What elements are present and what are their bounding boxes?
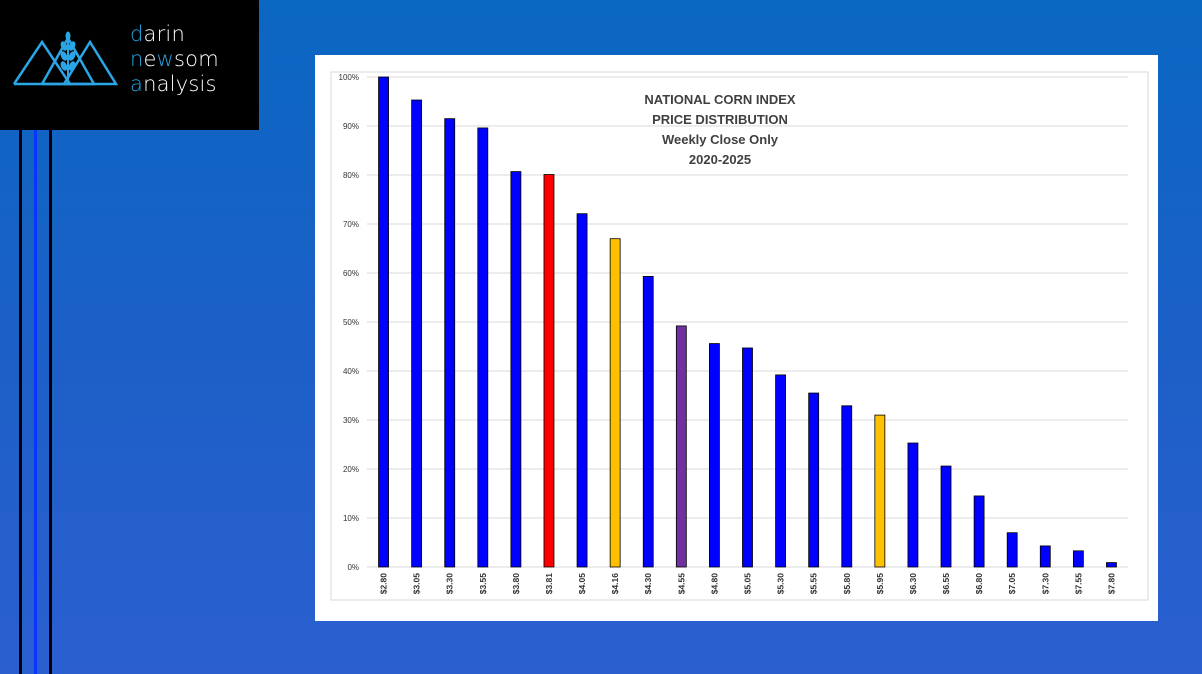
bar [510,171,522,568]
bar [874,414,886,568]
y-tick-label: 60% [343,269,359,278]
price-distribution-chart: 0% 10% 20% 30% 40% 50% 60% 70% 80% 90% 100% $2.80 $… [330,71,1149,601]
bar [378,76,389,568]
bar [576,213,588,568]
y-tick-label: 50% [343,318,359,327]
x-tick-label: $4.05 [577,573,587,595]
x-tick-label: $5.55 [809,573,819,595]
y-tick-label: 30% [343,416,359,425]
y-tick-label: 80% [343,171,359,180]
plot-area-border [330,71,1149,601]
x-tick-label: $5.05 [743,573,753,595]
bar [411,99,423,568]
bar [973,495,985,568]
chart-title-line: 2020-2025 [689,152,751,167]
bar [609,238,621,568]
bar [642,276,654,568]
x-tick-label: $5.30 [776,573,786,595]
bar [775,374,786,568]
x-tick-label: $4.16 [610,573,620,595]
x-tick-label: $7.55 [1073,573,1083,595]
logo-box: darin newsom analysis [0,0,259,130]
x-tick-label: $3.80 [511,573,521,595]
x-tick-label: $6.80 [974,573,984,595]
bar [477,127,489,568]
x-tick-label: $4.30 [643,573,653,595]
bar [940,465,952,568]
brand-name: darin newsom analysis [130,22,219,97]
bar [543,174,555,568]
x-tick-label: $7.05 [1007,573,1017,595]
bar [1039,545,1051,568]
chart-title-line: Weekly Close Only [662,132,779,147]
x-tick-label: $2.80 [379,573,389,595]
y-tick-label: 100% [339,73,359,82]
x-tick-label: $4.55 [676,573,686,595]
chart-title-line: PRICE DISTRIBUTION [652,112,788,127]
y-tick-label: 40% [343,367,359,376]
x-tick-label: $3.30 [445,573,455,595]
bar [907,442,919,568]
wheat-mountains-icon [12,31,119,86]
bar [1106,562,1117,568]
bar [1006,532,1018,568]
decor-stripe-right [49,130,52,674]
x-tick-label: $6.55 [941,573,951,595]
x-tick-label: $4.80 [709,573,719,595]
bar [1072,550,1084,568]
y-tick-label: 10% [343,514,359,523]
bar [841,405,853,568]
y-tick-label: 0% [347,563,359,572]
bar [742,347,753,568]
x-tick-label: $5.95 [875,573,885,595]
bar [808,392,820,568]
decor-stripe-middle [34,130,37,674]
y-tick-label: 20% [343,465,359,474]
x-tick-label: $3.81 [544,573,554,595]
brand-line-analysis: analysis [130,72,217,96]
brand-line-newsom: newsom [130,47,219,71]
bar [709,343,720,568]
chart-title-line: NATIONAL CORN INDEX [644,92,796,107]
x-tick-label: $3.55 [478,573,488,595]
decor-stripe-left [19,130,22,674]
bar [444,118,456,568]
x-tick-label: $7.30 [1040,573,1050,595]
x-tick-label: $5.80 [842,573,852,595]
y-tick-label: 70% [343,220,359,229]
bar [675,325,687,568]
x-tick-label: $6.30 [908,573,918,595]
x-tick-label: $7.80 [1106,573,1116,595]
brand-line-darin: darin [130,22,185,46]
y-tick-label: 90% [343,122,359,131]
x-tick-label: $3.05 [412,573,422,595]
chart-panel: 0% 10% 20% 30% 40% 50% 60% 70% 80% 90% 100% $2.80 $… [315,55,1158,621]
